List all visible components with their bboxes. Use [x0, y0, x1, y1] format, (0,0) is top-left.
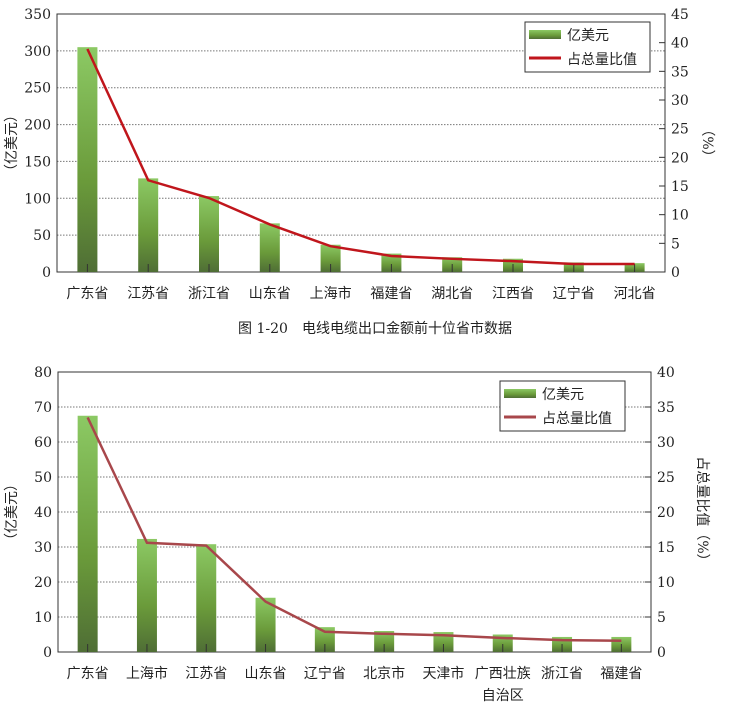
y2-tick-label: 25: [671, 122, 689, 138]
y2-tick-label: 0: [671, 265, 680, 281]
bar: [255, 597, 276, 652]
bar: [320, 244, 341, 272]
bar: [314, 627, 335, 652]
y-tick-label: 200: [24, 118, 51, 134]
chart-2: 0 10 20 30 40 50 60 70 80 0 5 10 15 20 25 30 35 40 广东省 上海市 江…: [4, 365, 710, 704]
y-tick-label: 70: [34, 400, 52, 416]
y2-tick-label: 15: [657, 540, 675, 556]
y2-tick-label: 35: [657, 400, 675, 416]
y2-tick-label: 5: [657, 610, 666, 626]
x-tick-label: 浙江省: [188, 286, 230, 302]
y-tick-label: 50: [34, 470, 52, 486]
x-tick-label: 河北省: [614, 286, 656, 302]
y2-tick-label: 30: [657, 435, 675, 451]
y-tick-label: 30: [34, 540, 52, 556]
plot-frame: [56, 13, 666, 273]
y-tick-label: 0: [42, 265, 51, 281]
bar: [381, 253, 402, 272]
y-axis-label: （亿美元）: [4, 108, 20, 178]
y-tick-label: 10: [34, 610, 52, 626]
y-tick-label: 40: [34, 505, 52, 521]
line-series: [86, 416, 622, 643]
bar: [199, 196, 219, 272]
y2-tick-label: 40: [671, 36, 689, 52]
legend-label: 亿美元: [542, 387, 584, 403]
line-series: [86, 48, 635, 266]
y-tick-label: 80: [34, 365, 52, 381]
bar: [138, 178, 159, 272]
bar: [196, 544, 217, 652]
x-tick-label: 江苏省: [127, 286, 169, 302]
x-tick-label: 山东省: [245, 666, 287, 682]
y2-tick-label: 10: [671, 208, 689, 224]
y-tick-label: 300: [24, 44, 51, 60]
y-tick-label: 250: [24, 81, 51, 97]
y2-tick-label: 0: [657, 645, 666, 661]
legend-swatch-bar: [504, 389, 536, 398]
legend-label: 占总量比值: [567, 52, 637, 68]
bar: [374, 631, 395, 652]
x-tick-label: 山东省: [249, 286, 291, 302]
legend-swatch-bar: [529, 30, 561, 39]
bar: [259, 223, 280, 272]
y2-tick-label: 35: [671, 64, 689, 80]
y2-tick-label: 30: [671, 93, 689, 109]
x-tick-label: 江苏省: [185, 666, 227, 682]
bar: [136, 538, 157, 652]
y-tick-label: 150: [24, 154, 51, 170]
y-tick-label: 20: [34, 575, 52, 591]
x-tick-label: 广西壮族: [475, 666, 531, 682]
x-tick-label: 上海市: [310, 285, 352, 302]
x-tick-label: 福建省: [600, 666, 642, 682]
y2-tick-label: 20: [657, 505, 675, 521]
x-tick-label: 天津市: [422, 665, 464, 682]
y2-tick-label: 10: [657, 575, 675, 591]
x-tick-label: 浙江省: [541, 666, 583, 682]
x-tick-label: 广东省: [66, 286, 108, 302]
bar: [77, 47, 98, 272]
chart-1: 0 50 100 150 200 250 300 350 0 5 10 15 20 25 30 35 40 45 广…: [4, 7, 715, 337]
x-tick-label: 北京市: [363, 665, 405, 682]
x-tick-label: 辽宁省: [553, 285, 595, 302]
y2-tick-label: 5: [671, 236, 680, 252]
y-axis-label: （亿美元）: [4, 477, 20, 547]
figure-caption: 图 1-20 电线电缆出口金额前十位省市数据: [238, 320, 512, 337]
x-tick-label: 自治区: [482, 688, 524, 704]
x-tick-label: 辽宁省: [304, 665, 346, 682]
y-tick-label: 100: [24, 191, 51, 207]
x-tick-label: 湖北省: [431, 286, 473, 302]
y2-tick-label: 25: [657, 470, 675, 486]
x-tick-label: 江西省: [492, 286, 534, 302]
y2-tick-label: 45: [671, 7, 689, 23]
plot-frame: [57, 371, 652, 653]
y-tick-label: 350: [24, 7, 51, 23]
x-tick-label: 上海市: [126, 665, 168, 682]
y2-axis-label: 占总量比值（%）: [694, 456, 710, 567]
y2-tick-label: 40: [657, 365, 675, 381]
legend-label: 占总量比值: [542, 411, 612, 427]
y2-axis-label: （%）: [699, 122, 715, 163]
y2-tick-label: 15: [671, 179, 689, 195]
legend-label: 亿美元: [567, 28, 609, 44]
x-tick-label: 广东省: [67, 666, 109, 682]
y-tick-label: 60: [34, 435, 52, 451]
y-tick-label: 50: [33, 228, 51, 244]
bar: [433, 632, 454, 652]
y2-tick-label: 20: [671, 150, 689, 166]
y-tick-label: 0: [43, 645, 52, 661]
bar: [77, 415, 98, 652]
x-tick-label: 福建省: [370, 286, 412, 302]
